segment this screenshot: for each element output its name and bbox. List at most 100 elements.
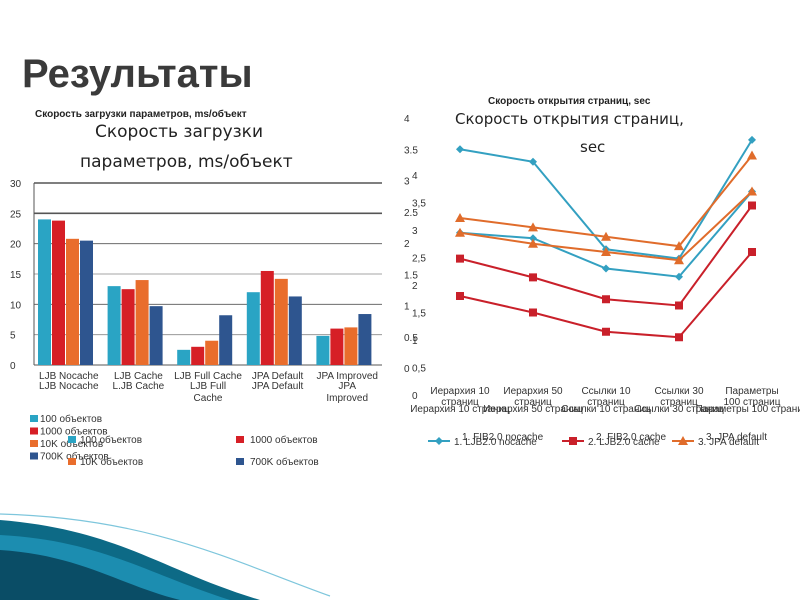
line-x-tick-label-full: Параметры 100 страниц — [695, 404, 800, 415]
line-marker — [455, 227, 465, 237]
bar-legend-label: 1000 объектов — [40, 426, 108, 438]
line-marker — [601, 247, 611, 256]
bar-legend-swatch-a — [68, 458, 76, 465]
bar-chart-title: Скорость загрузки параметров, ms/объект — [35, 108, 247, 120]
bar-y-tick-label: 15 — [10, 270, 22, 281]
line-legend-label-alt: 1. FIB2.0 nocache — [462, 432, 544, 443]
bar-2-3 — [219, 315, 233, 365]
line-marker — [748, 135, 756, 144]
line-x-tick-label-2: страниц — [587, 397, 625, 408]
bar-0-0 — [38, 219, 51, 365]
bar-3-1 — [260, 270, 274, 365]
bar-0-1 — [52, 220, 65, 365]
line-marker — [748, 248, 756, 256]
bar-legend-label: 100 объектов — [40, 413, 102, 425]
line-chart-title: Скорость открытия страниц, sec — [488, 96, 651, 107]
line-legend-label: 3. JPA default — [698, 437, 759, 448]
line-legend-label-alt: 3. JPA default — [706, 432, 767, 443]
bar-y-tick-label: 25 — [10, 209, 22, 220]
bar-4-0 — [316, 335, 330, 365]
bar-x-tick-label: JPA Improved — [316, 371, 378, 382]
bar-3-0 — [246, 292, 260, 365]
line-y-tick-label-alt: 2 — [412, 281, 418, 292]
bar-4-1 — [330, 328, 344, 365]
line-y-tick-label-alt: 4 — [412, 171, 418, 182]
bar-x-tick-label: LJB Full Cache — [174, 371, 242, 382]
line-y-tick-label: 2 — [404, 239, 410, 250]
bar-chart-overlay-title-2: параметров, ms/объект — [80, 152, 293, 172]
bar-1-2 — [135, 280, 149, 365]
line-y-tick-label-alt: 2,5 — [412, 254, 426, 265]
bar-legend-label-b: 700K объектов — [250, 456, 319, 468]
line-marker — [529, 273, 537, 282]
line-marker — [529, 157, 537, 166]
bar-x-tick-label: JPA Default — [252, 371, 304, 382]
bar-y-tick-label: 0 — [10, 361, 16, 372]
line-y-tick-label: 1.5 — [404, 270, 418, 281]
bar-y-tick-label: 5 — [10, 331, 16, 342]
line-marker — [529, 308, 537, 317]
bar-x-tick-label-alt: LJB Nocache — [39, 381, 99, 392]
bar-chart-overlay-title-1: Скорость загрузки — [95, 122, 263, 142]
bar-3-3 — [288, 296, 302, 365]
bar-y-tick-label: 30 — [10, 179, 22, 190]
line-x-tick-label-full: Иерархия 10 страниц — [410, 404, 510, 415]
line-x-tick-label-1: Иерархия 50 — [503, 386, 563, 397]
bar-3-2 — [274, 278, 288, 365]
line-marker — [602, 264, 610, 273]
decorative-wave — [0, 513, 331, 600]
line-marker — [528, 238, 538, 248]
bar-2-1 — [191, 346, 205, 365]
line-x-tick-label-2: страниц — [660, 397, 698, 408]
line-x-tick-label-1: Параметры — [725, 386, 778, 397]
line-x-tick-label-2: страниц — [441, 397, 479, 408]
line-y-tick-label-alt: 0 — [412, 391, 418, 402]
bar-1-3 — [149, 306, 163, 365]
line-x-tick-label-2: 100 страниц — [723, 397, 780, 408]
line-marker — [675, 301, 683, 310]
line-legend-label-alt: 2. FIB2.0 cache — [596, 432, 666, 443]
line-x-tick-label-full: Ссылки 30 страниц — [634, 404, 724, 415]
line-marker — [601, 231, 611, 241]
bar-0-2 — [66, 238, 79, 365]
bar-legend-swatch — [30, 440, 38, 447]
line-marker — [674, 255, 684, 265]
bar-x-tick-label: LJB Cache — [114, 371, 163, 382]
line-marker — [529, 234, 537, 243]
line-y-tick-label-alt: 0,5 — [412, 364, 426, 375]
bar-legend-swatch — [30, 427, 38, 435]
line-legend-label: 2. LJB2.0 cache — [588, 437, 660, 448]
line-marker — [747, 186, 757, 196]
line-y-tick-label: 0 — [404, 364, 410, 375]
bar-4-3 — [358, 314, 372, 365]
line-legend-label: 1. LJB2.0 nocache — [454, 437, 537, 448]
line-x-tick-label-full: Иерархия 50 страниц — [483, 404, 583, 415]
bar-legend-swatch — [30, 415, 38, 422]
bar-2-0 — [177, 349, 191, 365]
bar-2-2 — [205, 340, 219, 365]
bar-y-tick-label: 10 — [10, 300, 22, 311]
bar-x-tick-label-alt: JPA Default — [252, 381, 304, 392]
line-y-tick-label-alt: 1 — [412, 336, 418, 347]
bar-legend-swatch-a — [68, 436, 76, 443]
bar-4-2 — [344, 327, 358, 365]
line-x-tick-label-full: Ссылки 10 страниц — [561, 404, 651, 415]
bar-1-0 — [107, 286, 121, 365]
line-marker — [569, 437, 577, 445]
line-y-tick-label: 2.5 — [404, 208, 418, 219]
line-x-tick-label-1: Ссылки 10 — [581, 386, 631, 397]
line-marker — [748, 201, 756, 210]
line-y-tick-label-alt: 3,5 — [412, 199, 426, 210]
line-marker — [435, 437, 443, 445]
line-x-tick-label-1: Ссылки 30 — [654, 386, 704, 397]
line-y-tick-label-alt: 1,5 — [412, 309, 426, 320]
line-marker — [678, 436, 688, 445]
bar-0-3 — [80, 240, 93, 365]
line-marker — [675, 272, 683, 281]
line-x-tick-label-1: Иерархия 10 — [430, 386, 490, 397]
line-marker — [456, 254, 464, 263]
line-y-tick-label: 1 — [404, 302, 410, 313]
line-chart-overlay-title-1: Скорость открытия страниц, — [455, 110, 684, 128]
